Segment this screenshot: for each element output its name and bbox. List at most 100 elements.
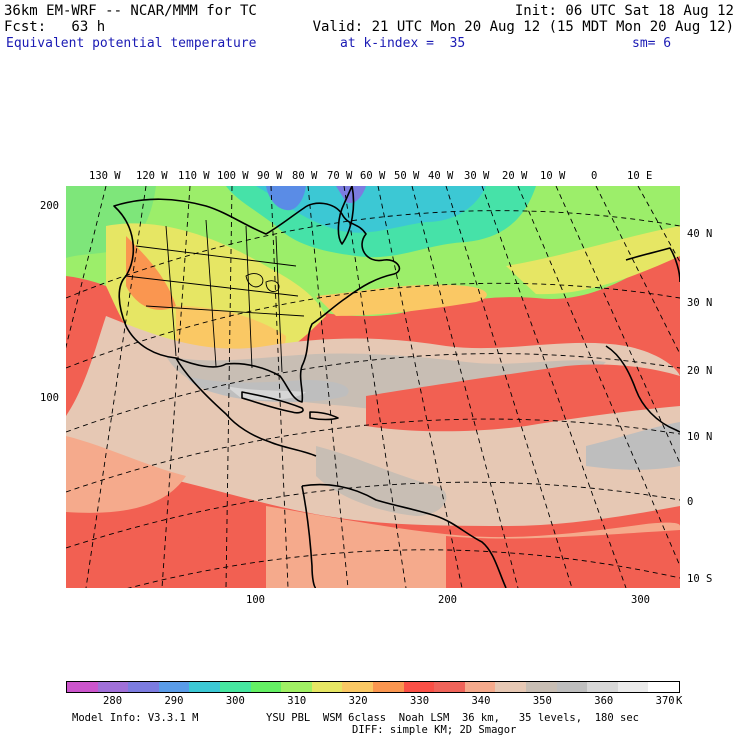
lon-label: 10 E	[627, 170, 653, 182]
colorbar-swatch	[281, 682, 312, 692]
coast-iberia	[625, 247, 680, 283]
colorbar-tick-label: 370	[655, 695, 675, 707]
lon-label: 130 W	[89, 170, 121, 182]
grid-label-bottom: 300	[631, 594, 650, 606]
colorbar-tick-label: 280	[103, 695, 123, 707]
grid-label-left: 100	[40, 392, 59, 404]
valid-time: Valid: 21 UTC Mon 20 Aug 12 (15 MDT Mon …	[312, 19, 734, 35]
colorbar-swatch	[158, 682, 190, 692]
lon-label: 110 W	[178, 170, 210, 182]
field-name: Equivalent potential temperature	[6, 36, 257, 51]
lon-label: 70 W	[327, 170, 353, 182]
grid-label-bottom: 200	[438, 594, 457, 606]
coast-south-america	[301, 483, 507, 588]
parallel-10n	[66, 418, 680, 493]
colorbar-swatch	[495, 682, 526, 692]
parallel-20n	[66, 353, 680, 433]
us-state-lines	[125, 219, 305, 373]
field-grey-south	[316, 446, 447, 516]
colorbar-swatch	[67, 682, 98, 692]
coast-hispaniola	[309, 411, 339, 421]
diffusion-info: DIFF: simple KM; 2D Smagor	[352, 724, 517, 736]
lon-label: 0	[591, 170, 598, 182]
meridian	[411, 186, 519, 588]
colorbar	[66, 681, 680, 693]
field-cyan-deep	[256, 186, 486, 233]
meridian	[225, 186, 233, 588]
colorbar-tick-label: 320	[348, 695, 368, 707]
lon-label: 30 W	[464, 170, 490, 182]
lon-label: 40 W	[428, 170, 454, 182]
grid-label-left: 200	[40, 200, 59, 212]
lat-label: 20 N	[687, 365, 713, 377]
meridian	[555, 186, 680, 465]
colorbar-swatch	[434, 682, 465, 692]
lon-label: 120 W	[136, 170, 168, 182]
meridian	[637, 186, 680, 263]
field-yellow-ne	[316, 284, 487, 316]
colorbar-swatch	[617, 682, 649, 692]
colorbar-swatch	[97, 682, 129, 692]
colorbar-swatch	[648, 682, 679, 692]
colorbar-tick-label: 360	[594, 695, 614, 707]
colorbar-swatch	[219, 682, 251, 692]
field-grey-light	[186, 376, 349, 403]
lon-label: 10 W	[540, 170, 566, 182]
lon-label: 50 W	[394, 170, 420, 182]
smoothing-label: sm= 6	[632, 36, 672, 51]
coast-africa	[605, 345, 680, 433]
coast-cuba	[241, 391, 304, 414]
colorbar-tick-label: 330	[410, 695, 430, 707]
k-index-label: at k-index = 35	[340, 36, 466, 51]
field-orange-west	[126, 236, 176, 310]
colorbar-swatch	[464, 682, 496, 692]
colorbar-tick-label: 290	[164, 695, 184, 707]
colorbar-tick-label: 310	[287, 695, 307, 707]
meridian	[595, 186, 680, 356]
colorbar-swatch	[311, 682, 343, 692]
parallel-40n	[66, 210, 680, 299]
meridian	[85, 186, 147, 588]
lon-label: 80 W	[292, 170, 318, 182]
colorbar-swatch	[128, 682, 159, 692]
colorbar-swatch	[342, 682, 373, 692]
colorbar-swatch	[587, 682, 618, 692]
field-yellow-east	[506, 226, 680, 295]
meridian	[270, 186, 289, 588]
colorbar-tick-label: 350	[532, 695, 552, 707]
parallel-equator	[66, 481, 680, 549]
field-grey-pale	[226, 386, 306, 400]
lon-label: 60 W	[360, 170, 386, 182]
colorbar-swatch	[403, 682, 435, 692]
lat-label: 10 S	[687, 573, 713, 585]
init-time: Init: 06 UTC Sat 18 Aug 12	[514, 3, 734, 19]
coast-south-america-west	[301, 485, 317, 588]
coast-gulf-mexico	[175, 357, 317, 457]
colorbar-unit: K	[676, 695, 683, 707]
field-salmon-west	[66, 436, 186, 513]
physics-info: YSU PBL WSM 6class Noah LSM 36 km, 35 le…	[266, 712, 639, 724]
field-blue	[266, 186, 306, 211]
theta-e-map	[66, 186, 680, 588]
field-red-stripe-1	[366, 364, 680, 432]
colorbar-swatch	[372, 682, 404, 692]
parallel-30n	[66, 282, 680, 369]
lat-label: 0	[687, 496, 694, 508]
lon-label: 20 W	[502, 170, 528, 182]
lat-label: 40 N	[687, 228, 713, 240]
meridian	[343, 186, 407, 588]
colorbar-swatch	[250, 682, 282, 692]
meridian	[161, 186, 191, 588]
lat-label: 30 N	[687, 297, 713, 309]
colorbar-tick-label: 340	[471, 695, 491, 707]
forecast-hour: Fcst: 63 h	[4, 19, 106, 35]
meridian	[307, 186, 349, 588]
great-lakes	[245, 273, 280, 293]
meridian	[445, 186, 573, 588]
colorbar-swatch	[556, 682, 588, 692]
colorbar-swatch	[189, 682, 220, 692]
lon-label: 90 W	[257, 170, 283, 182]
coast-north-america	[113, 198, 401, 403]
colorbar-swatch	[525, 682, 557, 692]
colorbar-tick-label: 300	[225, 695, 245, 707]
